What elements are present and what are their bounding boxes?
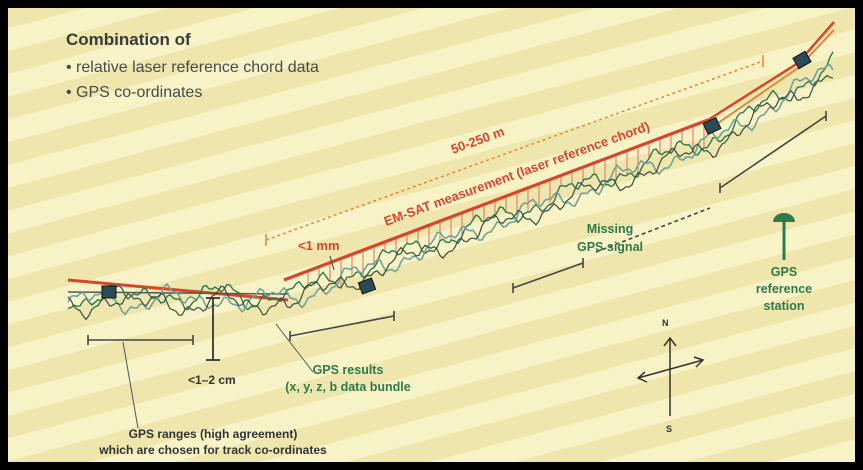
track-dark-line: [67, 74, 834, 321]
gps-range-bars: [87, 111, 827, 345]
bullet-laser-chord: • relative laser reference chord data: [66, 59, 319, 76]
cm-deviation-marker: [206, 297, 220, 361]
ref-station-label-1: GPS: [771, 265, 797, 279]
chord-hatching: [307, 121, 705, 288]
lt12cm-label: <1–2 cm: [188, 373, 236, 387]
compass-north: N: [662, 318, 669, 328]
ref-station-label-2: reference: [756, 282, 812, 296]
range-label: 50-250 m: [449, 124, 506, 157]
vehicle-marker-2: [357, 277, 377, 295]
bullet-gps-coordinates: • GPS co-ordinates: [66, 84, 202, 101]
gps-results-label-2: (x, y, z, b data bundle: [285, 380, 411, 394]
upper-chord-line: [707, 21, 835, 122]
gps-ranges-label-2: which are chosen for track co-ordinates: [98, 443, 327, 457]
track-teal-line: [67, 63, 834, 316]
vehicle-marker-3: [702, 116, 722, 136]
vehicle-marker-1: [101, 285, 117, 299]
lt1mm-label: <1 mm: [298, 238, 340, 253]
ref-station-label-3: station: [764, 299, 805, 313]
emsat-chord-line: [283, 118, 709, 282]
vehicle-marker-4: [792, 50, 812, 70]
track-green-line: [67, 51, 834, 311]
diagram-title: Combination of: [66, 30, 191, 49]
missing-gps-label-1: Missing: [587, 222, 634, 236]
compass-icon: [636, 336, 705, 416]
track-diagram: Combination of • relative laser referenc…: [66, 21, 835, 457]
range-dotted-line: [265, 55, 764, 246]
lt1mm-arrow: [329, 255, 335, 271]
missing-gps-label-2: GPS signal: [577, 240, 643, 254]
gps-results-leader: [275, 323, 314, 373]
gps-ranges-label-1: GPS ranges (high agreement): [129, 427, 298, 441]
gps-results-label-1: GPS results: [313, 363, 384, 377]
gps-ranges-leader: [122, 341, 139, 429]
diagram-panel: Combination of • relative laser referenc…: [8, 8, 855, 462]
left-chord-line: [67, 278, 289, 302]
gps-antenna-icon: [773, 213, 795, 260]
compass-south: S: [666, 424, 672, 434]
